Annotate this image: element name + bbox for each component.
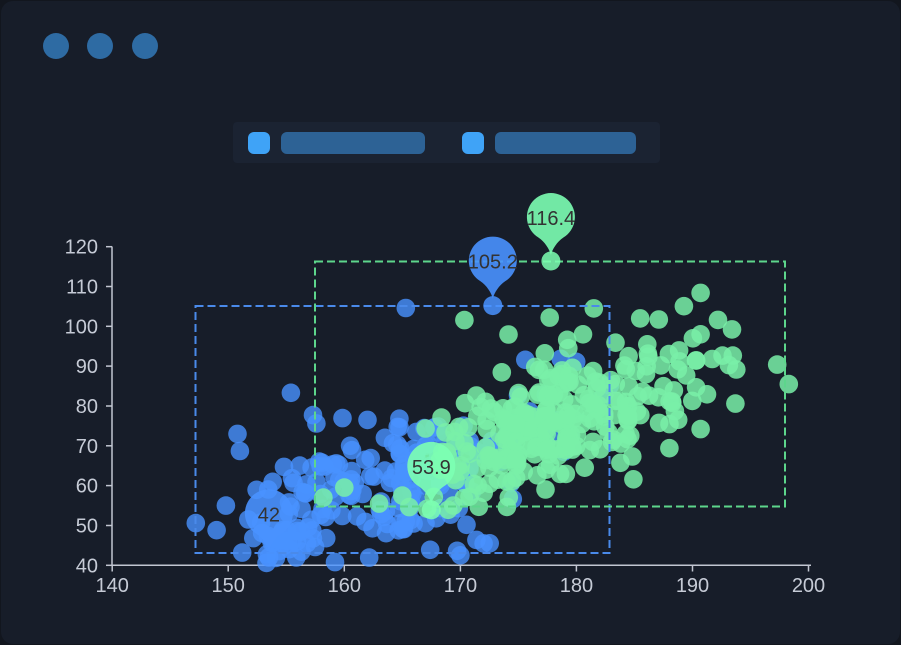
svg-text:150: 150 [212, 575, 245, 597]
svg-text:116.4: 116.4 [527, 208, 576, 230]
svg-text:190: 190 [676, 575, 709, 597]
svg-text:105.2: 105.2 [468, 252, 518, 274]
svg-text:70: 70 [76, 436, 98, 458]
svg-text:40: 40 [76, 555, 98, 577]
svg-text:100: 100 [65, 316, 98, 338]
svg-text:120: 120 [65, 237, 98, 259]
svg-text:200: 200 [792, 575, 825, 597]
svg-text:53.9: 53.9 [412, 457, 451, 479]
svg-text:180: 180 [560, 575, 593, 597]
svg-text:160: 160 [328, 575, 361, 597]
svg-text:50: 50 [76, 516, 98, 538]
svg-text:80: 80 [76, 396, 98, 418]
svg-text:90: 90 [76, 356, 98, 378]
svg-text:170: 170 [444, 575, 477, 597]
svg-text:60: 60 [76, 476, 98, 498]
svg-text:140: 140 [96, 575, 129, 597]
svg-text:42: 42 [258, 504, 280, 526]
svg-text:110: 110 [66, 277, 98, 299]
